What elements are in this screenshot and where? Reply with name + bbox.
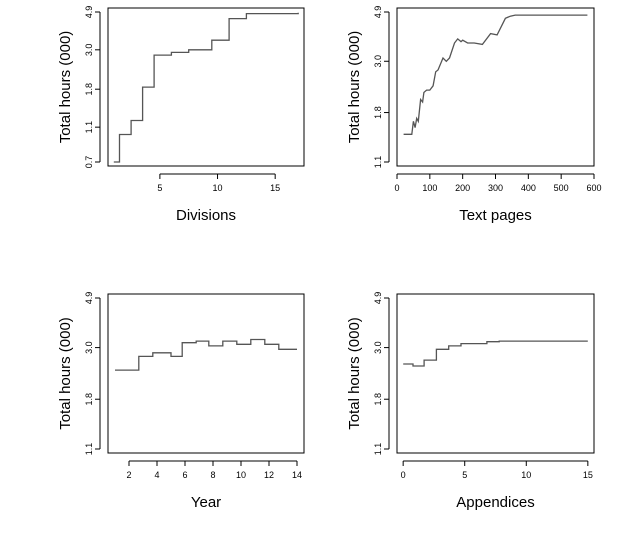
x-tick-label: 300 <box>488 183 503 193</box>
x-tick-label: 400 <box>521 183 536 193</box>
x-tick-label: 4 <box>154 470 159 480</box>
y-tick-label: 1.1 <box>373 156 383 169</box>
y-axis-title: Total hours (000) <box>346 317 363 430</box>
y-axis-title: Total hours (000) <box>57 317 74 430</box>
x-tick-label: 6 <box>182 470 187 480</box>
y-tick-label: 1.1 <box>373 443 383 456</box>
x-tick-label: 15 <box>270 183 280 193</box>
x-tick-label: 15 <box>583 470 593 480</box>
plot-frame <box>396 293 595 454</box>
x-tick-label: 0 <box>394 183 399 193</box>
x-axis-title: Year <box>191 494 221 511</box>
series-line <box>403 340 588 367</box>
y-axis-title: Total hours (000) <box>346 31 363 144</box>
y-tick-label: 4.9 <box>84 292 94 305</box>
x-tick-label: 2 <box>126 470 131 480</box>
y-tick-label: 0.7 <box>84 156 94 169</box>
x-axis-title: Text pages <box>459 207 532 224</box>
chart-panel-3: 2 4 6 8 10 12 14 1.1 1.8 3.0 4.9 Year Total hours (0… <box>57 292 305 511</box>
series-line <box>403 14 588 135</box>
y-tick-label: 1.8 <box>373 106 383 119</box>
x-tick-label: 14 <box>292 470 302 480</box>
x-tick-label: 10 <box>521 470 531 480</box>
y-tick-label: 1.8 <box>84 393 94 406</box>
y-tick-label: 3.0 <box>373 341 383 354</box>
y-tick-label: 4.9 <box>84 6 94 19</box>
y-tick-label: 3.0 <box>373 55 383 68</box>
chart-panel-4: 0 5 10 15 1.1 1.8 3.0 4.9 Appendices Total hours … <box>346 292 595 511</box>
y-tick-label: 3.0 <box>84 341 94 354</box>
y-tick-label: 1.1 <box>84 443 94 456</box>
plot-frame <box>396 7 595 167</box>
plot-frame <box>107 7 305 167</box>
x-tick-label: 10 <box>236 470 246 480</box>
x-tick-label: 200 <box>455 183 470 193</box>
y-tick-label: 1.8 <box>373 393 383 406</box>
x-tick-label: 12 <box>264 470 274 480</box>
x-axis-title: Appendices <box>456 494 534 511</box>
x-tick-label: 600 <box>586 183 601 193</box>
plot-frame <box>107 293 305 454</box>
y-tick-label: 1.8 <box>84 83 94 96</box>
y-axis-title: Total hours (000) <box>57 31 74 144</box>
x-axis-title: Divisions <box>176 207 236 224</box>
chart-panel-1: 5 10 15 0.7 1.1 1.8 3.0 4.9 Divisions Total hours… <box>57 6 305 224</box>
y-tick-label: 4.9 <box>373 6 383 19</box>
x-tick-label: 5 <box>157 183 162 193</box>
x-tick-label: 500 <box>554 183 569 193</box>
x-tick-label: 5 <box>462 470 467 480</box>
y-tick-label: 1.1 <box>84 121 94 134</box>
x-tick-label: 10 <box>213 183 223 193</box>
x-tick-label: 0 <box>401 470 406 480</box>
y-tick-label: 3.0 <box>84 44 94 57</box>
y-tick-label: 4.9 <box>373 292 383 305</box>
x-tick-label: 8 <box>210 470 215 480</box>
x-tick-label: 100 <box>422 183 437 193</box>
chart-panel-2: 0 100 200 300 400 500 600 1.1 1.8 3.0 4.9 Text page… <box>346 6 602 224</box>
series-line <box>115 338 297 371</box>
series-line <box>113 12 299 163</box>
